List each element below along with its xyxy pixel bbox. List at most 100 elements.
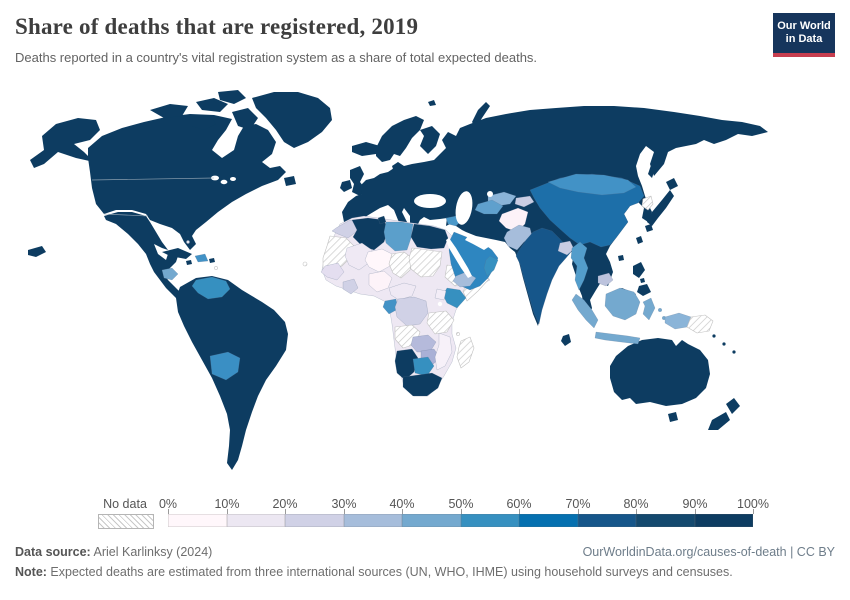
legend-swatch-80-90[interactable]: [636, 514, 695, 527]
country-alaska[interactable]: [30, 118, 100, 168]
region-arctic-islands[interactable]: [150, 90, 258, 130]
country-pakistan[interactable]: [503, 224, 533, 251]
island-comoros-no-data[interactable]: [456, 332, 460, 336]
legend-swatch-70-80[interactable]: [577, 514, 636, 527]
island-hainan[interactable]: [618, 255, 624, 261]
country-south-africa[interactable]: [402, 372, 443, 397]
region-honduras-nicaragua[interactable]: [161, 267, 179, 281]
country-cameroon[interactable]: [388, 282, 417, 301]
island-sakhalin[interactable]: [648, 148, 662, 178]
island-svalbard[interactable]: [428, 100, 436, 106]
legend-swatch-0-10[interactable]: [168, 514, 227, 527]
island-bahamas[interactable]: [186, 240, 190, 244]
legend-tick-70: 70%: [565, 497, 591, 511]
region-west-africa[interactable]: [320, 262, 345, 281]
legend-tick-20: 20%: [272, 497, 298, 511]
island-sumatra-indonesia[interactable]: [571, 293, 599, 329]
legend-color-bar[interactable]: [168, 514, 753, 527]
country-kyrgyzstan[interactable]: [514, 195, 535, 208]
country-botswana[interactable]: [412, 356, 435, 377]
owid-logo-accent-bar: [773, 53, 835, 57]
island-tasmania[interactable]: [668, 412, 678, 422]
country-iceland[interactable]: [352, 142, 380, 156]
data-source-value: Ariel Karlinksy (2024): [90, 545, 213, 559]
island-cape-verde-no-data[interactable]: [302, 261, 308, 267]
country-papua-new-guinea-no-data[interactable]: [686, 314, 714, 334]
island-hispaniola[interactable]: [194, 253, 209, 263]
country-nigeria[interactable]: [368, 270, 393, 293]
country-algeria[interactable]: [351, 217, 389, 251]
country-cambodia[interactable]: [597, 272, 614, 287]
legend-no-data-label: No data: [103, 497, 147, 511]
legend-swatch-10-20[interactable]: [226, 514, 285, 527]
country-egypt[interactable]: [410, 223, 449, 250]
country-libya[interactable]: [383, 221, 414, 252]
country-morocco[interactable]: [331, 219, 361, 239]
legend-swatch-20-30[interactable]: [285, 514, 344, 527]
region-scandinavia[interactable]: [376, 116, 424, 162]
country-jamaica[interactable]: [186, 260, 192, 265]
country-sudan-no-data[interactable]: [408, 247, 443, 278]
world-map[interactable]: [0, 90, 850, 490]
island-java-indonesia[interactable]: [594, 331, 641, 345]
legend-tick-40: 40%: [389, 497, 415, 511]
country-oman[interactable]: [483, 255, 499, 277]
country-greenland[interactable]: [252, 92, 332, 148]
country-tanzania-no-data[interactable]: [426, 310, 455, 335]
island-pacific-3[interactable]: [732, 350, 736, 354]
legend-no-data-swatch[interactable]: [98, 514, 154, 529]
country-gabon[interactable]: [382, 298, 399, 315]
country-ireland[interactable]: [340, 180, 352, 192]
legend-swatch-60-70[interactable]: [519, 514, 578, 527]
country-dr-congo[interactable]: [394, 296, 429, 327]
country-venezuela[interactable]: [191, 276, 231, 300]
country-russia-chukotka-fragment[interactable]: [28, 246, 46, 257]
island-borneo-indonesia[interactable]: [604, 287, 641, 321]
owid-cc-link[interactable]: OurWorldinData.org/causes-of-death | CC …: [582, 545, 835, 559]
country-japan[interactable]: [645, 178, 678, 232]
region-mexico-central-america[interactable]: [104, 212, 190, 304]
country-uganda[interactable]: [434, 288, 447, 301]
legend-swatch-50-60[interactable]: [460, 514, 519, 527]
country-bangladesh[interactable]: [557, 240, 575, 256]
country-sri-lanka[interactable]: [561, 334, 571, 346]
region-north-america[interactable]: [88, 114, 286, 250]
legend-swatch-30-40[interactable]: [343, 514, 402, 527]
country-mali[interactable]: [344, 242, 373, 271]
country-finland[interactable]: [420, 126, 440, 154]
country-philippines[interactable]: [633, 262, 651, 296]
country-myanmar[interactable]: [570, 241, 589, 291]
island-moluccas-1[interactable]: [657, 307, 663, 313]
country-mozambique[interactable]: [434, 332, 453, 371]
chart-footer: Data source: Ariel Karlinksy (2024) OurW…: [15, 545, 835, 579]
country-puerto-rico[interactable]: [209, 258, 215, 263]
country-cuba[interactable]: [162, 248, 192, 259]
country-mongolia[interactable]: [547, 173, 637, 196]
owid-logo[interactable]: Our World in Data: [773, 13, 835, 53]
legend-swatch-90-100[interactable]: [694, 514, 753, 527]
country-turkmenistan[interactable]: [474, 199, 504, 215]
country-bolivia[interactable]: [209, 351, 241, 381]
great-lake-2: [220, 179, 228, 185]
island-sulawesi-indonesia[interactable]: [642, 297, 656, 321]
country-ghana[interactable]: [342, 278, 359, 295]
note-value: Expected deaths are estimated from three…: [46, 565, 733, 579]
country-chad-no-data[interactable]: [388, 251, 413, 279]
legend-swatch-40-50[interactable]: [402, 514, 461, 527]
island-taiwan[interactable]: [636, 236, 643, 244]
legend-tick-60: 60%: [506, 497, 532, 511]
country-namibia[interactable]: [394, 348, 419, 381]
island-lesser-antilles-no-data[interactable]: [214, 266, 218, 270]
country-india[interactable]: [515, 227, 572, 325]
country-niger[interactable]: [364, 248, 393, 273]
country-north-korea-no-data[interactable]: [641, 195, 654, 211]
island-newfoundland[interactable]: [284, 176, 296, 186]
legend-tick-10: 10%: [214, 497, 240, 511]
island-novaya-zemlya[interactable]: [472, 102, 490, 128]
border-us-canada: [91, 177, 215, 181]
country-australia[interactable]: [610, 338, 710, 406]
island-pacific-1[interactable]: [712, 334, 716, 338]
country-madagascar-no-data[interactable]: [456, 336, 475, 369]
country-new-zealand[interactable]: [708, 398, 740, 430]
island-pacific-2[interactable]: [722, 342, 726, 346]
